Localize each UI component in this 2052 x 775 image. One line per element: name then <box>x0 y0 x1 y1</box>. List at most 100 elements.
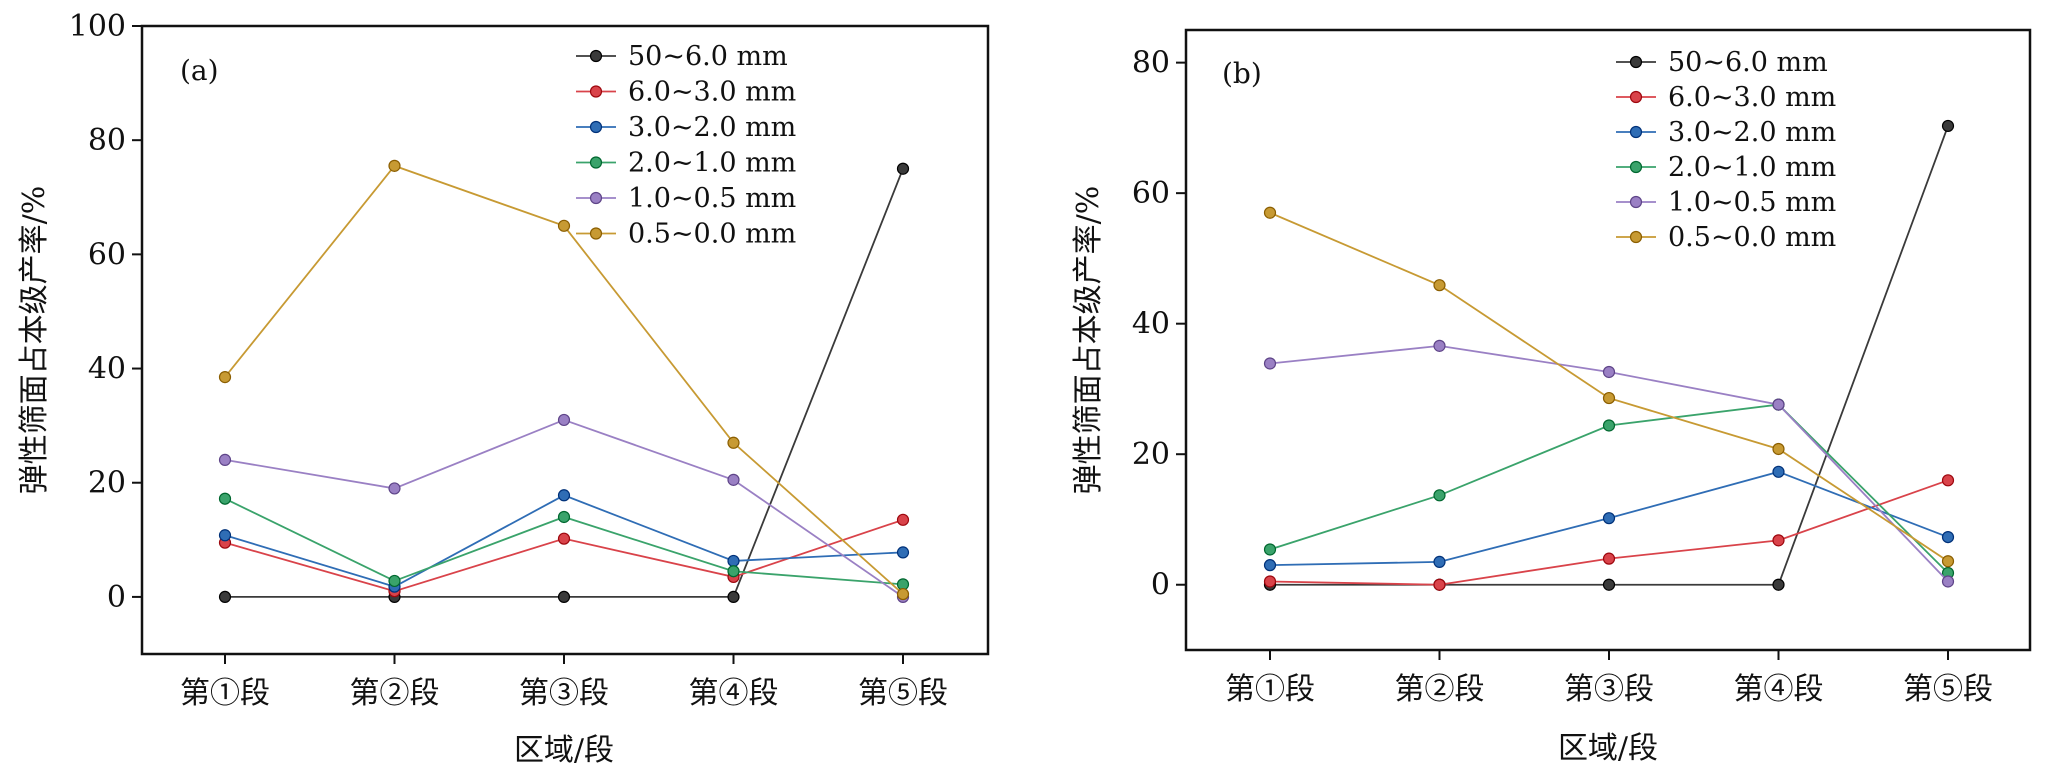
panel-b-series-6-point <box>1941 555 1955 568</box>
panel-a-legend-label-4: 2.0~1.0 mm <box>628 148 796 179</box>
panel-b-series-2-point <box>1433 578 1446 591</box>
panel-b-legend-label-1: 50~6.0 mm <box>1668 47 1828 78</box>
panel-a-plot-frame <box>140 24 990 656</box>
panel-a-series-1-point <box>218 590 232 604</box>
panel-a-ytick-label: 80 <box>88 123 126 158</box>
panel-a-xtick-label: 第⑤段 <box>858 676 948 711</box>
panel-a-series-6-point <box>388 159 401 172</box>
panel-b-series-line-6 <box>1269 211 1949 562</box>
chart-panel-b: 0 20 40 60 80 第①段 第②段 第③段 第④段 第⑤段 50~6.0 mm 6.0~3.0… <box>1071 28 2032 766</box>
panel-b-series-6-point <box>1602 391 1616 405</box>
panel-b-series-6-point <box>1433 279 1446 292</box>
panel-a-legend-label-3: 3.0~2.0 mm <box>628 112 796 143</box>
panel-b-series-5-point <box>1433 339 1446 352</box>
panel-a-series-6-point <box>557 219 571 232</box>
panel-b-ytick-label: 60 <box>1132 176 1170 211</box>
panel-b-series-6-point <box>1772 442 1785 456</box>
panel-a-legend-marker-2 <box>589 85 603 98</box>
panel-b-legend-marker-3 <box>1629 125 1643 139</box>
panel-a-series-3-point <box>218 529 232 542</box>
panel-a-ytick-label: 60 <box>88 237 126 272</box>
panel-b-series-line-5 <box>1269 344 1949 583</box>
panel-a-series-4-point <box>218 492 232 505</box>
panel-b-legend-marker-2 <box>1629 90 1643 104</box>
panel-b-series-1-point <box>1602 578 1616 591</box>
panel-b-label: (b) <box>1222 57 1262 90</box>
panel-a-legend-label-6: 0.5~0.0 mm <box>628 219 796 250</box>
panel-b-ylabel: 弹性筛面占本级产率/% <box>1071 186 1106 495</box>
panel-b-series-3-point <box>1433 555 1446 568</box>
panel-a-series-4-point <box>388 574 401 588</box>
panel-b-legend-label-5: 1.0~0.5 mm <box>1668 187 1836 218</box>
panel-b-ytick-label: 40 <box>1132 307 1170 342</box>
panel-b-plot-group: 0 20 40 60 80 第①段 第②段 第③段 第④段 第⑤段 50~6.0 mm 6.0~3.0… <box>1132 28 2032 707</box>
panel-b-xtick-label: 第②段 <box>1395 672 1485 707</box>
panel-a-series-3-point <box>727 554 740 568</box>
panel-b-series-5-point <box>1263 357 1277 370</box>
panel-b-series-4-point <box>1263 543 1277 556</box>
panel-b-series-2-point <box>1772 534 1785 547</box>
panel-b-series-2-point <box>1602 552 1616 565</box>
panel-b-xtick-label: 第③段 <box>1564 672 1654 707</box>
panel-b-legend-marker-6 <box>1629 230 1643 244</box>
panel-b-series-3-point <box>1263 559 1277 572</box>
panel-a-legend-label-5: 1.0~0.5 mm <box>628 183 796 214</box>
panel-a-series-4-point <box>727 565 740 578</box>
panel-b-ytick-label: 80 <box>1132 46 1170 81</box>
panel-a-ytick-label: 20 <box>88 466 126 501</box>
panel-a-series-1-point <box>557 590 571 604</box>
panel-a-xlabel: 区域/段 <box>514 733 614 768</box>
panel-b-legend-marker-1 <box>1629 55 1643 69</box>
panel-a-ytick-label: 0 <box>107 580 126 615</box>
panel-b-series-2-point <box>1263 575 1277 588</box>
panel-a-xtick-label: 第②段 <box>350 676 440 711</box>
panel-b-series-5-point <box>1772 398 1785 411</box>
panel-a-series-5-point <box>218 453 232 466</box>
panel-b-legend-label-3: 3.0~2.0 mm <box>1668 117 1836 148</box>
panel-a-series-2-point <box>557 532 571 545</box>
panel-a-series-line-5 <box>224 418 904 598</box>
panel-a-ytick-label: 40 <box>88 352 126 387</box>
panel-b-ytick-label: 0 <box>1151 568 1170 603</box>
panel-b-xtick-label: 第④段 <box>1734 672 1824 707</box>
panel-a-series-6-point <box>896 587 910 601</box>
panel-b-series-1-point <box>1941 119 1955 133</box>
panel-b-xlabel: 区域/段 <box>1558 731 1658 766</box>
panel-b-ytick-label: 20 <box>1132 437 1170 472</box>
panel-a-series-6-point <box>727 436 740 449</box>
panel-a-legend-marker-4 <box>589 156 603 169</box>
panel-b-legend-label-2: 6.0~3.0 mm <box>1668 82 1836 113</box>
panel-a-ytick-label: 100 <box>69 9 126 44</box>
panel-b-legend-label-6: 0.5~0.0 mm <box>1668 222 1836 253</box>
panel-b-series-3-point <box>1602 512 1616 525</box>
panel-a-label: (a) <box>180 54 219 87</box>
panel-a-legend-marker-5 <box>589 191 603 205</box>
panel-a-series-5-point <box>557 413 571 427</box>
panel-a-legend-label-2: 6.0~3.0 mm <box>628 77 796 108</box>
panel-b-legend-marker-5 <box>1629 195 1643 209</box>
panel-a-series-2-point <box>896 513 910 526</box>
panel-b-series-line-2 <box>1269 479 1949 586</box>
panel-a-series-5-point <box>727 473 740 486</box>
panel-a-legend-marker-1 <box>589 49 603 63</box>
panel-a-series-5-point <box>388 482 401 495</box>
panel-a-ylabel: 弹性筛面占本级产率/% <box>17 186 52 495</box>
panel-a-xtick-label: 第④段 <box>689 676 779 711</box>
panel-a-series-1-point <box>727 590 740 604</box>
panel-a-legend-marker-3 <box>589 120 603 134</box>
panel-b-series-2-point <box>1941 474 1955 487</box>
panel-a-series-1-point <box>896 162 910 175</box>
panel-a-series-3-point <box>896 546 910 559</box>
panel-b-xtick-label: 第①段 <box>1225 672 1315 707</box>
panel-b-series-1-point <box>1772 578 1785 591</box>
panel-b-series-4-point <box>1433 489 1446 502</box>
panel-a-series-line-2 <box>224 518 904 593</box>
panel-a-legend-marker-6 <box>589 227 603 240</box>
panel-a-series-3-point <box>557 489 571 502</box>
panel-b-xtick-label: 第⑤段 <box>1903 672 1993 707</box>
chart-panel-a: 0 20 40 60 80 100 第①段 第②段 第③段 第④段 第⑤段 50~6.0 mm 6.0~… <box>17 9 990 768</box>
panel-a-xtick-label: 第③段 <box>519 676 609 711</box>
panel-a-xtick-label: 第①段 <box>180 676 270 711</box>
panel-b-series-5-point <box>1941 575 1955 588</box>
